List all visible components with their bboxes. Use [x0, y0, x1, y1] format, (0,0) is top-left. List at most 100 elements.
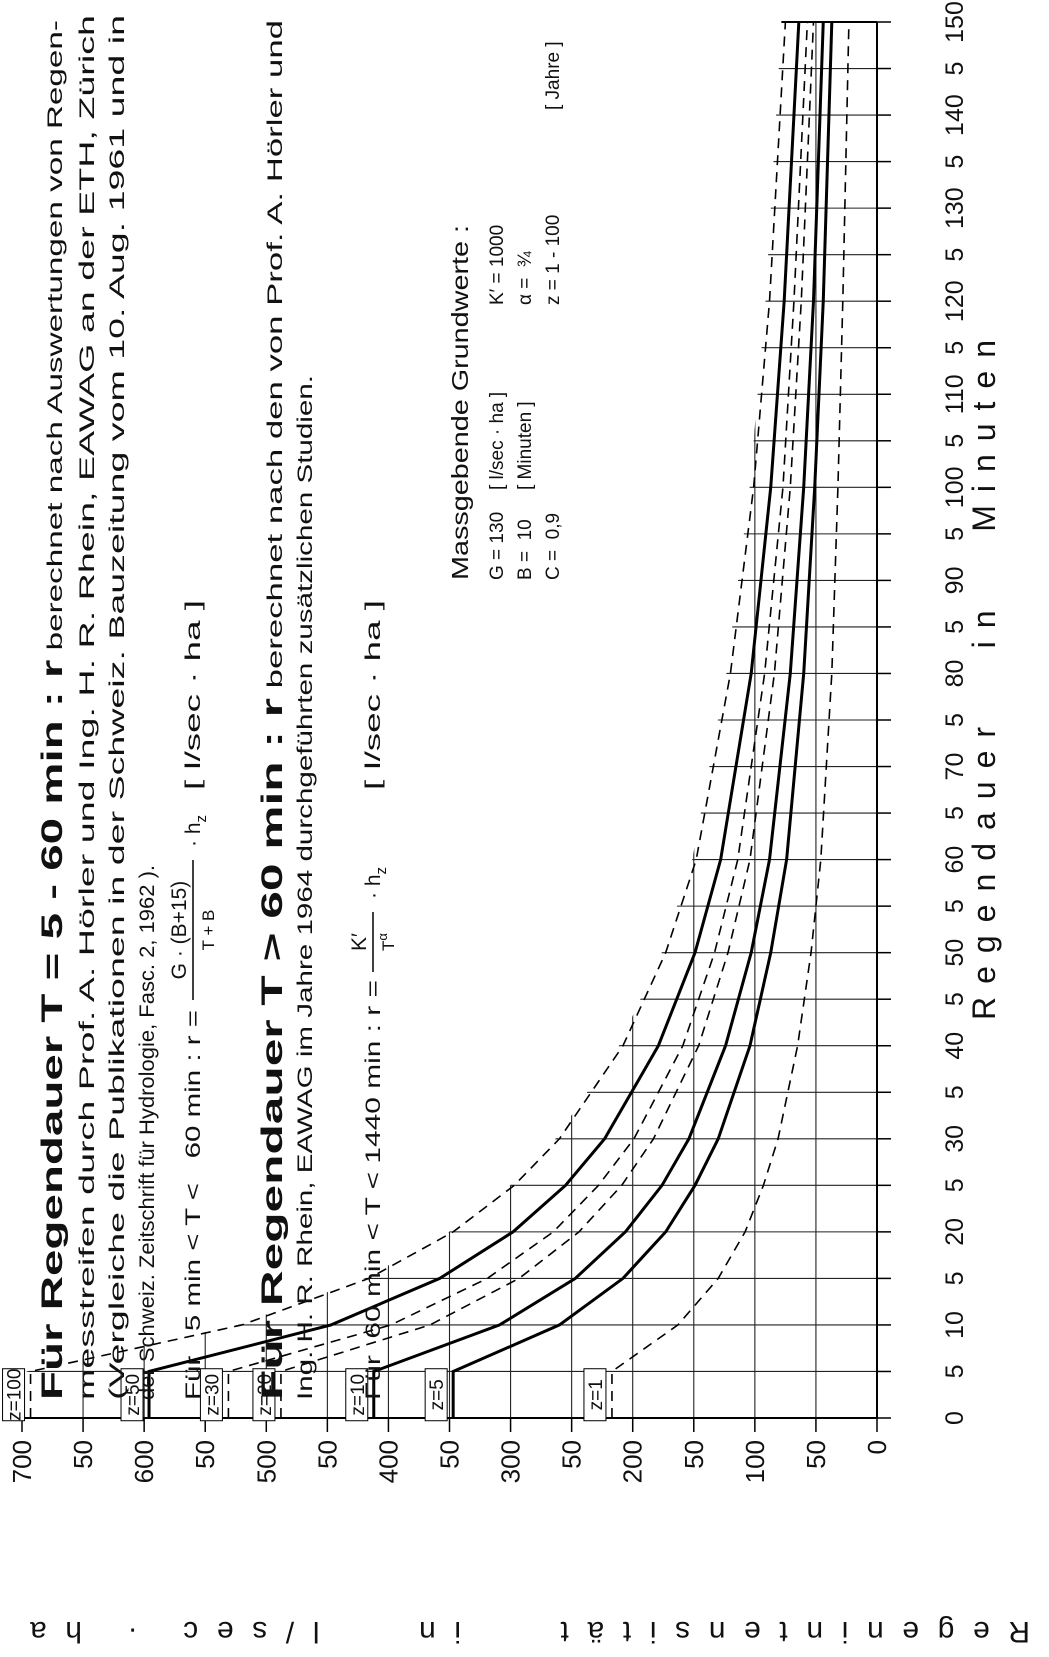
series-label-box — [424, 1368, 448, 1422]
x-tick-label: 5 — [941, 620, 969, 634]
rotated-chart: 0510520530540550560570580590510051105120… — [2, 1, 1030, 1648]
constant-cell: K′ = 1000 — [487, 225, 508, 305]
y-tick-label: 100 — [740, 1440, 770, 1483]
x-tick-label: 5 — [941, 899, 969, 913]
x-tick-label: 60 — [941, 846, 969, 874]
y-tick-label: 0 — [862, 1440, 892, 1454]
y-tick-label: 600 — [129, 1440, 159, 1483]
text-heading: Für Regendauer T = 5 - 60 min : r — [36, 659, 69, 1400]
series-line — [29, 21, 787, 1418]
text-line: Ing. H. R. Rhein, EAWAG im Jahre 1964 du… — [294, 375, 317, 1400]
factor-subscript: z — [193, 815, 210, 823]
x-tick-label: 5 — [941, 1365, 969, 1379]
x-tick-label: 70 — [941, 753, 969, 781]
x-tick-label: 130 — [941, 187, 969, 229]
formula-range: Für 5 min < T < 60 min : r = — [182, 1010, 205, 1400]
factor-subscript: z — [373, 867, 390, 875]
denominator-exponent: α — [375, 933, 390, 941]
x-tick-label: 120 — [941, 280, 969, 322]
series-label: z=50 — [123, 1374, 144, 1416]
x-tick-label: 5 — [941, 341, 969, 355]
constant-cell: G = 130 — [487, 512, 508, 580]
constants-title: Massgebende Grundwerte : — [447, 225, 473, 580]
y-tick-label: 50 — [557, 1440, 587, 1469]
formula-factor: · hz — [362, 867, 390, 899]
text-body: (Vergleiche die Publikationen in der Sch… — [106, 15, 129, 1400]
y-tick-label: 50 — [435, 1440, 465, 1469]
series-label-box — [583, 1368, 607, 1422]
y-tick-label: 200 — [618, 1440, 648, 1483]
x-tick-label: 150 — [941, 1, 969, 43]
formula-unit: [ l/sec · ha ] — [182, 600, 205, 790]
x-tick-label: 40 — [941, 1032, 969, 1060]
series-label-box — [120, 1368, 144, 1422]
constant-cell: [ Jahre ] — [543, 41, 564, 110]
x-tick-label: 0 — [941, 1411, 969, 1425]
series-label: z=100 — [5, 1369, 26, 1421]
text-line: Für Regendauer T > 60 min : r berechnet … — [256, 20, 289, 1400]
x-tick-label: 100 — [941, 466, 969, 508]
x-tick-label: 10 — [941, 1311, 969, 1339]
constant-cell: C = 0,9 — [543, 513, 564, 580]
text-line: messtreifen durch Prof. A. Hörler und In… — [76, 15, 99, 1400]
text-line: Für Regendauer T = 5 - 60 min : r berech… — [36, 20, 69, 1400]
series-label-box — [2, 1368, 26, 1422]
y-tick-label: 400 — [373, 1440, 403, 1483]
text-body: berechnet nach den von Prof. A. Hörler u… — [264, 20, 287, 698]
text-heading: Für Regendauer T > 60 min : r — [256, 697, 289, 1400]
series-line — [147, 21, 801, 1418]
factor-base: · h — [362, 874, 385, 899]
x-tick-label: 5 — [941, 713, 969, 727]
x-tick-label: 5 — [941, 1085, 969, 1099]
constant-cell: α = ¾ — [515, 250, 536, 305]
y-tick-label: 50 — [190, 1440, 220, 1469]
x-tick-label: 110 — [941, 374, 969, 414]
y-tick-label: 500 — [251, 1440, 281, 1483]
text-body: der Schweiz. Zeitschrift für Hydrologie,… — [136, 865, 159, 1400]
series-line — [227, 21, 809, 1418]
x-tick-label: 20 — [941, 1218, 969, 1246]
x-tick-label: 140 — [941, 94, 969, 136]
constant-cell: [ Minuten ] — [515, 401, 536, 490]
x-axis-title: Regendauer in Minuten — [966, 340, 1002, 1020]
series-label: z=10 — [348, 1374, 369, 1416]
formula-numerator: K′ — [348, 933, 371, 951]
x-tick-label: 5 — [941, 62, 969, 76]
series-line — [280, 21, 815, 1418]
denominator-base: T — [379, 941, 398, 951]
x-tick-label: 80 — [941, 660, 969, 688]
text-body: messtreifen durch Prof. A. Hörler und In… — [76, 15, 99, 1400]
series-line — [611, 21, 850, 1418]
series-label-box — [252, 1368, 276, 1422]
y-tick-label: 50 — [801, 1440, 831, 1469]
factor-base: · h — [182, 822, 205, 847]
y-tick-label: 50 — [312, 1440, 342, 1469]
y-tick-label: 50 — [68, 1440, 98, 1469]
text-body: berechnet nach Auswertungen von Regen- — [44, 20, 67, 660]
text-line: (Vergleiche die Publikationen in der Sch… — [106, 15, 129, 1400]
series-line — [372, 21, 825, 1418]
x-tick-label: 30 — [941, 1125, 969, 1153]
x-tick-label: 90 — [941, 566, 969, 594]
constant-cell: z = 1 - 100 — [543, 215, 564, 305]
series-label-box — [199, 1368, 223, 1422]
y-tick-label: 300 — [496, 1440, 526, 1483]
series-label: z=30 — [202, 1374, 223, 1416]
denominator-base: T + B — [199, 910, 218, 951]
y-axis-title: Regenintensität in l/sec · ha — [30, 1615, 1030, 1648]
y-tick-label: 700 — [7, 1440, 37, 1483]
x-tick-label: 50 — [941, 939, 969, 967]
x-tick-label: 5 — [941, 806, 969, 820]
x-tick-label: 5 — [941, 1271, 969, 1285]
formula-numerator: G · (B+15) — [168, 881, 191, 980]
constant-cell: [ l/sec · ha ] — [487, 392, 508, 490]
constant-cell: B = 10 — [515, 519, 536, 580]
x-tick-label: 5 — [941, 527, 969, 541]
series-label: z=20 — [255, 1374, 276, 1416]
x-tick-label: 5 — [941, 1178, 969, 1192]
y-tick-label: 50 — [679, 1440, 709, 1469]
text-line: der Schweiz. Zeitschrift für Hydrologie,… — [136, 865, 159, 1400]
series-line — [451, 21, 834, 1418]
series-label: z=5 — [427, 1379, 448, 1410]
